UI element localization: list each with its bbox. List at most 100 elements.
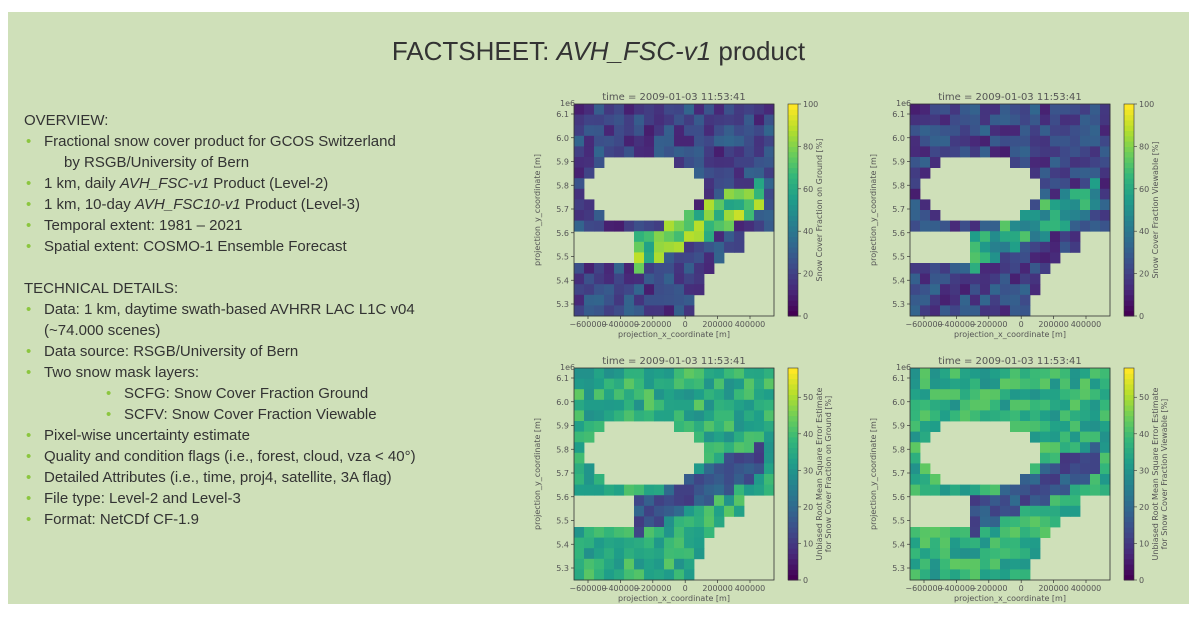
y-axis-label: projection_y_coordinate [m] (869, 418, 878, 530)
y-tick-label: 6.1 (556, 110, 569, 119)
y-tick-label: 6.0 (556, 134, 569, 143)
y-tick-label: 5.7 (556, 205, 569, 214)
list-item: • File type: Level-2 and Level-3 (24, 488, 524, 509)
chart-title: time = 2009-01-03 11:53:41 (938, 92, 1082, 103)
y-tick-label: 5.6 (892, 229, 905, 238)
colorbar-tick-label: 10 (803, 539, 813, 548)
colorbar (788, 368, 798, 581)
colorbar-tick-label: 20 (1139, 503, 1149, 512)
y-tick-label: 6.1 (556, 374, 569, 383)
bullet-icon: • (26, 448, 32, 465)
x-tick-label: −200000 (970, 320, 1007, 329)
list-item: • 1 km, daily AVH_FSC-v1 Product (Level-2… (24, 173, 524, 194)
item-text: SCFV: Snow Cover Fraction Viewable (124, 406, 377, 423)
overview-heading: OVERVIEW: (24, 112, 109, 129)
bullet-icon: • (26, 196, 32, 213)
bullet-icon: • (26, 217, 32, 234)
y-axis-label: projection_y_coordinate [m] (869, 154, 878, 266)
y-tick-label: 5.9 (556, 158, 569, 167)
colorbar (788, 104, 798, 317)
y-multiplier: 1e6 (896, 99, 911, 108)
x-axis-label: projection_x_coordinate [m] (618, 330, 730, 339)
x-tick-label: 200000 (1038, 584, 1069, 593)
colorbar-tick-label: 50 (803, 393, 813, 402)
x-axis-label: projection_x_coordinate [m] (954, 594, 1066, 603)
x-tick-label: −600000 (569, 584, 606, 593)
technical-list: • Data: 1 km, daytime swath-based AVHRR L… (24, 299, 524, 530)
list-item: • SCFG: Snow Cover Fraction Ground (24, 383, 524, 404)
colorbar (1124, 104, 1134, 317)
y-tick-label: 5.7 (892, 205, 905, 214)
bullet-icon: • (106, 385, 112, 402)
colorbar-tick-label: 40 (1139, 430, 1149, 439)
y-tick-label: 5.4 (556, 276, 569, 285)
item-text: Product (Level-3) (240, 196, 360, 213)
colorbar-tick-label: 10 (1139, 539, 1149, 548)
bullet-icon: • (106, 406, 112, 423)
y-tick-label: 5.8 (556, 445, 569, 454)
colorbar-label: for Snow Cover Fraction on Ground [%] (824, 396, 833, 552)
x-tick-label: 0 (683, 320, 688, 329)
y-tick-label: 5.4 (556, 540, 569, 549)
y-tick-label: 5.9 (892, 422, 905, 431)
chart-svg: time = 2009-01-03 11:53:41 5.3 5.4 5.5 5.6 5.… (869, 92, 1160, 339)
x-axis-label: projection_x_coordinate [m] (618, 594, 730, 603)
colorbar (1124, 368, 1134, 581)
item-text: Format: NetCDf CF-1.9 (44, 511, 200, 528)
item-text: 1 km, 10-day (44, 196, 135, 213)
y-tick-label: 6.0 (556, 398, 569, 407)
colorbar-tick-label: 40 (1139, 227, 1149, 236)
x-tick-label: 200000 (702, 584, 733, 593)
y-tick-label: 5.5 (892, 517, 905, 526)
y-tick-label: 6.1 (892, 110, 905, 119)
list-item: • Data source: RSGB/University of Bern (24, 341, 524, 362)
y-tick-label: 5.9 (892, 158, 905, 167)
colorbar-tick-label: 0 (803, 576, 808, 585)
x-tick-label: 200000 (1038, 320, 1069, 329)
bullet-icon: • (26, 490, 32, 507)
y-multiplier: 1e6 (896, 363, 911, 372)
y-tick-label: 6.1 (892, 374, 905, 383)
y-tick-label: 6.0 (892, 398, 905, 407)
y-tick-label: 5.5 (556, 253, 569, 262)
x-tick-label: −400000 (938, 320, 975, 329)
colorbar-tick-label: 40 (803, 430, 813, 439)
list-item: • Temporal extent: 1981 – 2021 (24, 215, 524, 236)
x-tick-label: −400000 (938, 584, 975, 593)
colorbar-tick-label: 0 (1139, 576, 1144, 585)
list-item: • 1 km, 10-day AVH_FSC10-v1 Product (Leve… (24, 194, 524, 215)
x-tick-label: 200000 (702, 320, 733, 329)
x-tick-label: −200000 (634, 320, 671, 329)
colorbar-tick-label: 20 (1139, 270, 1149, 279)
bullet-icon: • (26, 343, 32, 360)
bullet-icon: • (26, 427, 32, 444)
y-tick-label: 6.0 (892, 134, 905, 143)
title-product: AVH_FSC-v1 (556, 36, 712, 66)
list-item: • Pixel-wise uncertainty estimate (24, 425, 524, 446)
text-column: OVERVIEW: • Fractional snow cover product… (24, 110, 524, 530)
y-tick-label: 5.6 (556, 229, 569, 238)
item-text: Quality and condition flags (i.e., fores… (44, 448, 416, 465)
item-text: by RSGB/University of Bern (64, 154, 250, 171)
colorbar-tick-label: 100 (1139, 100, 1154, 109)
colorbar-tick-label: 30 (1139, 466, 1149, 475)
chart-svg: time = 2009-01-03 11:53:41 5.3 5.4 5.5 5.6 5.… (869, 356, 1169, 603)
colorbar-tick-label: 30 (803, 466, 813, 475)
chart-title: time = 2009-01-03 11:53:41 (602, 356, 746, 367)
chart-svg: time = 2009-01-03 11:53:41 5.3 5.4 5.5 5.6 5.… (533, 92, 824, 339)
colorbar-tick-label: 100 (803, 100, 818, 109)
y-tick-label: 5.7 (892, 469, 905, 478)
x-tick-label: −600000 (905, 320, 942, 329)
item-text: Two snow mask layers: (44, 364, 200, 381)
chart-scfg: time = 2009-01-03 11:53:41 5.3 5.4 5.5 5.6 5.… (528, 88, 824, 368)
y-tick-label: 5.6 (556, 493, 569, 502)
bullet-icon: • (26, 175, 32, 192)
technical-heading: TECHNICAL DETAILS: (24, 280, 179, 297)
x-tick-label: −600000 (569, 320, 606, 329)
colorbar-tick-label: 60 (803, 185, 813, 194)
item-text: Data source: RSGB/University of Bern (44, 343, 299, 360)
item-text: Spatial extent: COSMO-1 Ensemble Forecas… (44, 238, 347, 255)
bullet-icon: • (26, 301, 32, 318)
y-multiplier: 1e6 (560, 363, 575, 372)
overview-list: • Fractional snow cover product for GCOS … (24, 131, 524, 257)
